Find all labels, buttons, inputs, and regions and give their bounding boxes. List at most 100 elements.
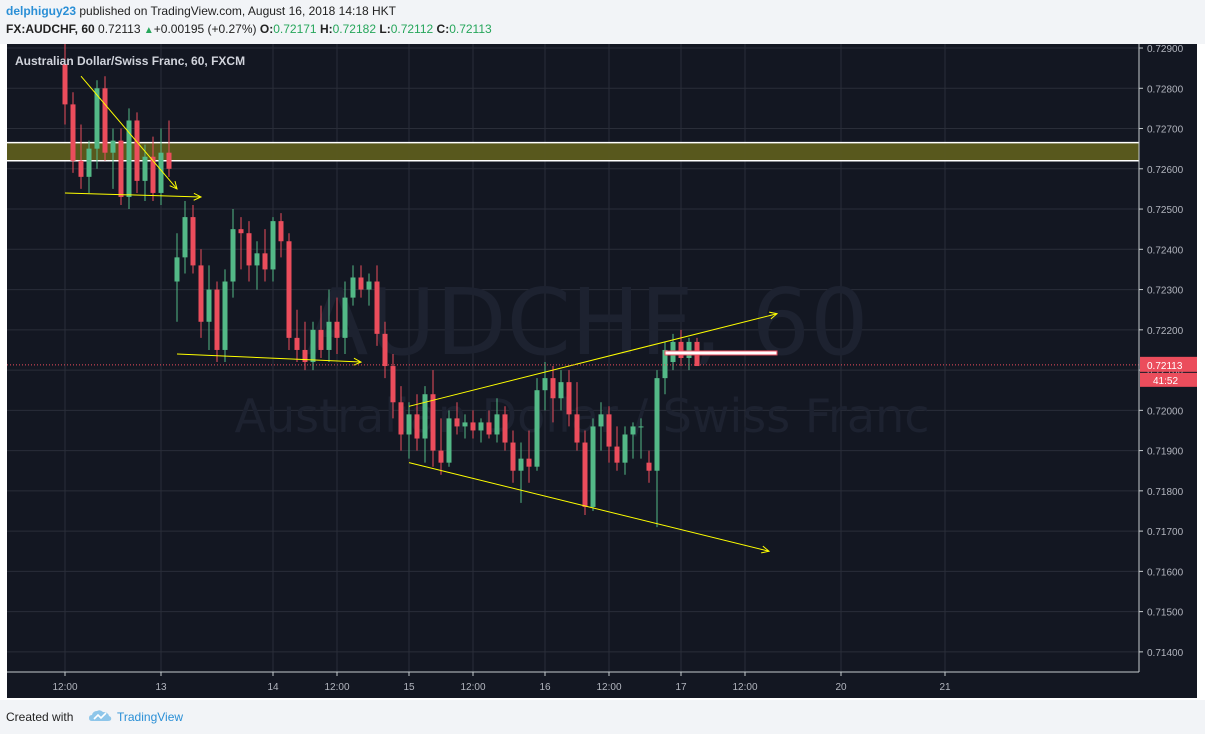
candle-body (366, 281, 372, 290)
candle (126, 108, 132, 210)
chart-container[interactable]: AUDCHF, 60 Australian Dollar / Swiss Fra… (7, 44, 1197, 698)
candle-body (262, 253, 268, 270)
candle (102, 76, 108, 161)
candle-body (462, 422, 468, 427)
candle (462, 414, 468, 439)
price-tick-label: 0.72000 (1147, 406, 1184, 417)
candle (622, 426, 628, 475)
candle-body (558, 382, 564, 399)
candle-body (678, 341, 684, 358)
candle (494, 398, 500, 443)
candle (470, 410, 476, 439)
candle-body (198, 265, 204, 322)
candle (150, 136, 156, 201)
candle (478, 418, 484, 443)
countdown-marker (1140, 372, 1197, 387)
candle (654, 370, 660, 528)
candle-body (542, 378, 548, 391)
price-tick-label: 0.71400 (1147, 648, 1184, 659)
arrow-head (761, 545, 771, 554)
candle-body (254, 253, 260, 266)
time-tick-label: 13 (155, 682, 167, 693)
resistance-zone[interactable] (7, 141, 1139, 162)
candle (510, 430, 516, 483)
time-tick-label: 21 (939, 682, 951, 693)
candle-body (230, 229, 236, 282)
time-tick-label: 12:00 (596, 682, 621, 693)
last-price-label: 0.72113 (1147, 361, 1183, 372)
candle-body (622, 434, 628, 463)
candle (270, 217, 276, 282)
candle-body (454, 418, 460, 427)
trend-line-stroke (64, 192, 202, 198)
candle-body (70, 104, 76, 161)
candle (582, 430, 588, 515)
up-triangle-icon: ▲ (143, 25, 154, 36)
candle (358, 265, 364, 298)
candle (262, 229, 268, 282)
arrow-head (193, 192, 203, 201)
candle-body (598, 414, 604, 427)
candle (438, 418, 444, 475)
candle-body (574, 414, 580, 443)
candle (350, 265, 356, 306)
candle-body (78, 160, 84, 177)
candle-body (486, 422, 492, 435)
candle-body (614, 446, 620, 463)
candle (110, 128, 116, 189)
tradingview-link[interactable]: TradingView (117, 710, 184, 724)
candle-body (310, 329, 316, 363)
candle (326, 289, 332, 363)
candle (550, 366, 556, 423)
price-tick-label: 0.72700 (1147, 125, 1184, 136)
candle (574, 382, 580, 451)
candle-body (318, 329, 324, 350)
candle-body (350, 277, 356, 298)
tradingview-cloud-icon (89, 710, 112, 721)
last-price: 0.72113 (98, 22, 141, 36)
candle-body (534, 390, 540, 467)
candle (382, 321, 388, 379)
candle-body (238, 229, 244, 234)
candle-body (102, 88, 108, 153)
symbol-label: FX:AUDCHF, 60 (6, 22, 95, 36)
candle-body (134, 120, 140, 181)
candle (430, 370, 436, 467)
axes: 0.72900 0.72800 0.72700 0.72600 0.72500 0.724… (7, 44, 1197, 698)
candlestick-chart[interactable]: AUDCHF, 60 Australian Dollar / Swiss Fra… (7, 44, 1197, 698)
last-price-marker (1140, 356, 1197, 372)
candle (614, 426, 620, 471)
zone-fill (7, 142, 1139, 161)
candle (566, 370, 572, 427)
watermark-symbol: AUDCHF, 60 (305, 269, 868, 376)
author-link[interactable]: delphiguy23 (6, 4, 77, 18)
candle-body (326, 321, 332, 350)
candle-body (630, 426, 636, 435)
candle-body (342, 297, 348, 338)
candle-body (446, 418, 452, 463)
time-tick-label: 14 (267, 682, 279, 693)
candle-body (526, 458, 532, 467)
candle (206, 265, 212, 350)
candle (638, 418, 644, 459)
candle-body (294, 337, 300, 350)
candle-body (398, 402, 404, 435)
open-value: 0.72171 (273, 22, 317, 36)
candle (678, 329, 684, 367)
open-label: O: (259, 22, 274, 36)
candle-body (382, 333, 388, 367)
candle (318, 305, 324, 358)
candle (174, 233, 180, 322)
candle (414, 394, 420, 451)
candle-body (334, 321, 340, 338)
publish-line: delphiguy23 published on TradingView.com… (6, 4, 396, 18)
candle (518, 442, 524, 503)
candle (62, 44, 68, 125)
trend-lines[interactable] (7, 75, 1139, 554)
candle (278, 213, 284, 258)
arrow-head (769, 311, 779, 320)
candle-body (150, 156, 156, 193)
candle (182, 201, 188, 274)
candle (398, 386, 404, 451)
publish-header: delphiguy23 published on TradingView.com… (0, 0, 1205, 44)
